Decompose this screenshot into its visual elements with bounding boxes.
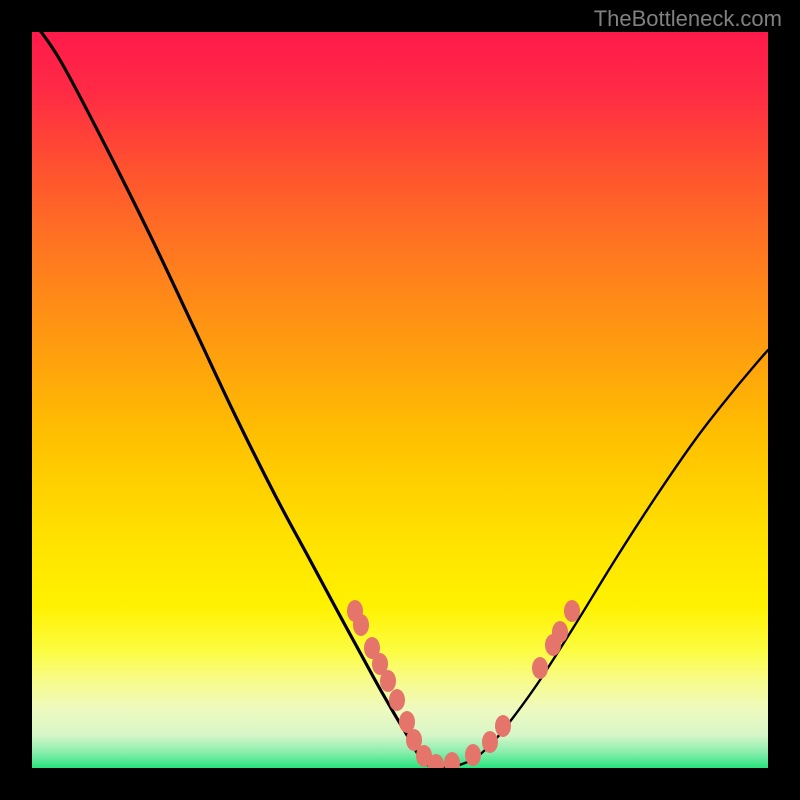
bottleneck-curve-chart (32, 32, 768, 768)
marker-point (532, 657, 548, 679)
marker-point (482, 731, 498, 753)
marker-point (353, 614, 369, 636)
chart-stage: TheBottleneck.com (0, 0, 800, 800)
marker-point (465, 744, 481, 766)
watermark-text: TheBottleneck.com (594, 6, 782, 32)
marker-point (380, 670, 396, 692)
marker-point (564, 600, 580, 622)
gradient-background (32, 32, 768, 768)
marker-point (552, 621, 568, 643)
marker-point (389, 689, 405, 711)
marker-point (495, 715, 511, 737)
